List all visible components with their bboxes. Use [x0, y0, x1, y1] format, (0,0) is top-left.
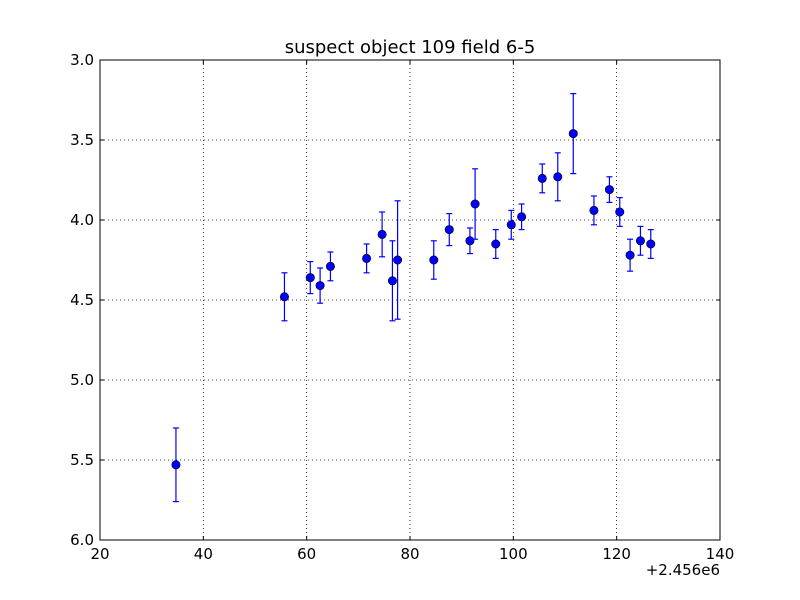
data-point: [393, 255, 403, 265]
data-point: [615, 207, 625, 217]
data-point-group: [362, 243, 372, 274]
data-point: [465, 236, 475, 246]
data-point: [429, 255, 439, 265]
data-point: [589, 205, 599, 215]
data-point: [305, 273, 315, 283]
data-point: [470, 199, 480, 209]
x-tick-label: 60: [297, 545, 316, 563]
y-tick-label: 4.5: [70, 291, 94, 309]
y-tick-label: 6.0: [70, 531, 94, 549]
y-tick-label: 5.5: [70, 451, 94, 469]
data-point-group: [589, 195, 599, 226]
data-point: [635, 236, 645, 246]
data-point-group: [393, 200, 403, 320]
data-point-group: [470, 168, 480, 240]
data-point: [315, 281, 325, 291]
data-point-group: [325, 251, 335, 282]
data-point-group: [568, 92, 578, 175]
data-point: [444, 225, 454, 235]
data-point-group: [444, 213, 454, 247]
data-point: [604, 185, 614, 195]
data-point: [362, 253, 372, 263]
data-point-group: [604, 176, 614, 203]
tick-layer: 20 40 60 80 100 120 140 3.0 3.5 4.0 4.5 5.0 5.5 6.0: [70, 51, 734, 563]
x-tick-label: 20: [90, 545, 109, 563]
data-point-group: [635, 225, 645, 256]
y-tick-label: 3.0: [70, 51, 94, 69]
y-tick-label: 4.0: [70, 211, 94, 229]
data-point-group: [517, 203, 527, 231]
data-point: [517, 212, 527, 222]
data-point: [491, 239, 501, 249]
data-point-group: [377, 211, 387, 258]
data-point-group: [305, 261, 315, 295]
data-point-group: [537, 163, 547, 194]
y-tick-label: 5.0: [70, 371, 94, 389]
grid-layer: [100, 60, 720, 540]
data-point-group: [429, 240, 439, 280]
data-point: [279, 292, 289, 302]
data-point-group: [553, 152, 563, 202]
data-point-group: [615, 197, 625, 227]
data-point: [646, 239, 656, 249]
data-point: [377, 229, 387, 239]
x-tick-label: 100: [499, 545, 528, 563]
x-axis-offset-label: +2.456e6: [646, 561, 720, 579]
data-point-group: [315, 267, 325, 304]
data-point-group: [625, 238, 635, 272]
chart-title: suspect object 109 field 6-5: [285, 37, 536, 58]
data-point: [553, 172, 563, 182]
x-tick-label: 80: [400, 545, 419, 563]
x-tick-label: 120: [602, 545, 631, 563]
x-tick-label: 140: [706, 545, 735, 563]
x-tick-label: 40: [194, 545, 213, 563]
data-point: [568, 129, 578, 139]
data-point-group: [171, 427, 181, 503]
data-point: [387, 276, 397, 286]
data-layer: [171, 92, 656, 503]
data-point: [325, 261, 335, 271]
data-point: [171, 460, 181, 470]
data-point: [506, 220, 516, 230]
data-point-group: [506, 209, 516, 240]
data-point-group: [465, 227, 475, 255]
data-point-group: [491, 229, 501, 259]
data-point-group: [279, 272, 289, 322]
y-tick-label: 3.5: [70, 131, 94, 149]
data-point: [625, 250, 635, 260]
data-point-group: [387, 240, 397, 322]
data-point-group: [646, 229, 656, 259]
data-point: [537, 173, 547, 183]
